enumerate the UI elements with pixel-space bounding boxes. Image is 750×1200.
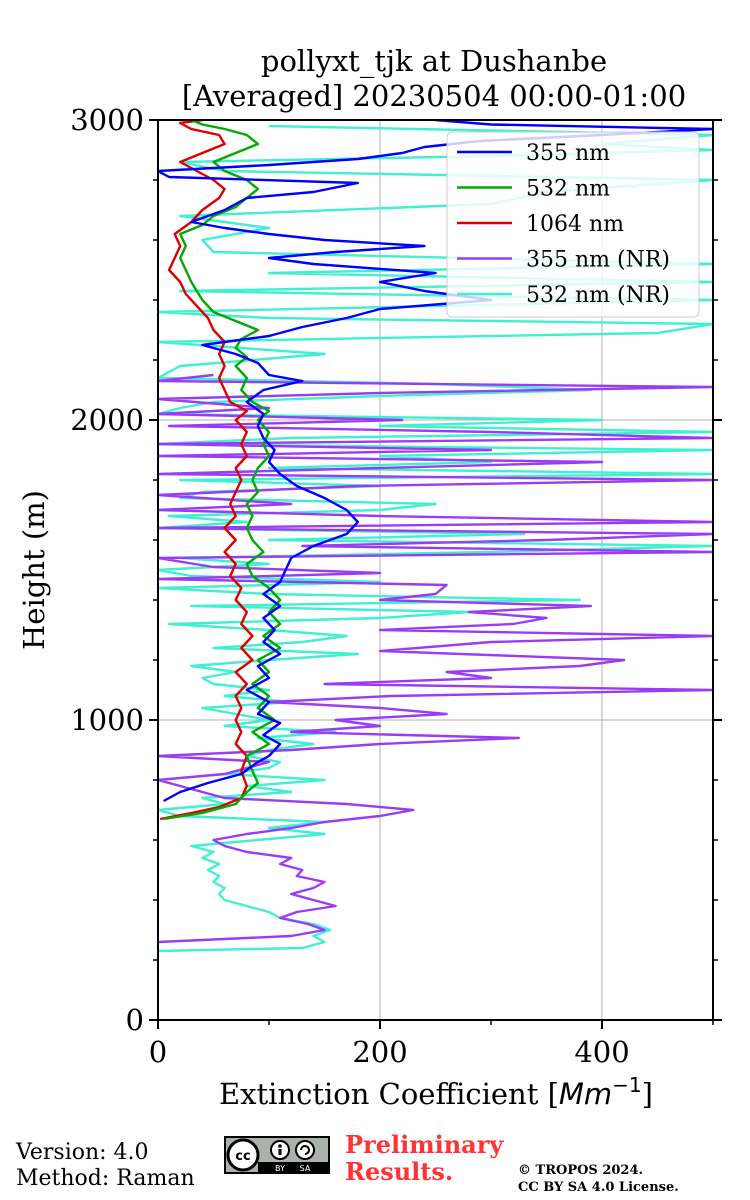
series-line-0 [158,120,713,803]
method-label: Method: Raman [16,1166,195,1191]
series-lines [158,120,713,953]
legend-label-2: 1064 nm [526,212,624,237]
legend-label-0: 355 nm [526,141,610,166]
legend-label-1: 532 nm [526,177,610,202]
x-tick-label: 0 [149,1035,167,1069]
y-tick-label: 0 [126,1003,144,1037]
series-line-1 [163,120,282,821]
chart-title-line1: pollyxt_tjk at Dushanbe [260,44,608,78]
y-tick-label: 3000 [70,103,144,137]
plot-frame [157,119,714,1021]
y-tick-label: 1000 [70,703,144,737]
copyright-line1: © TROPOS 2024. [518,1163,644,1178]
legend-frame [446,131,700,318]
svg-text:SA: SA [300,1164,311,1173]
version-label: Version: 4.0 [16,1140,149,1165]
copyright-line2: CC BY SA 4.0 License. [518,1180,679,1195]
y-tick-label: 2000 [70,403,144,437]
sa-icon [295,1140,315,1160]
cc-license-badge: cc BY SA [224,1136,330,1174]
series-line-4 [158,124,713,953]
x-tick-label: 400 [574,1035,629,1069]
legend-label-3: 355 nm (NR) [526,248,670,273]
preliminary-label-line1: Preliminary [345,1130,504,1159]
x-tick-label: 200 [352,1035,407,1069]
y-axis-label: Height (m) [17,490,51,650]
axis-ticks: 0 1000 2000 3000 0 200 400 [70,103,722,1069]
svg-text:BY: BY [275,1164,285,1173]
series-line-2 [159,120,254,821]
series-line-3 [158,373,713,944]
chart-title-line2: [Averaged] 20230504 00:00-01:00 [181,79,687,113]
legend-label-4: 532 nm (NR) [526,283,670,308]
preliminary-label-line2: Results. [345,1157,454,1186]
x-axis-label: Extinction Coefficient [Mm−1] [219,1073,653,1111]
svg-text:cc: cc [235,1149,250,1164]
legend: 355 nm 532 nm 1064 nm 355 nm (NR) 532 nm (NR… [446,131,700,318]
